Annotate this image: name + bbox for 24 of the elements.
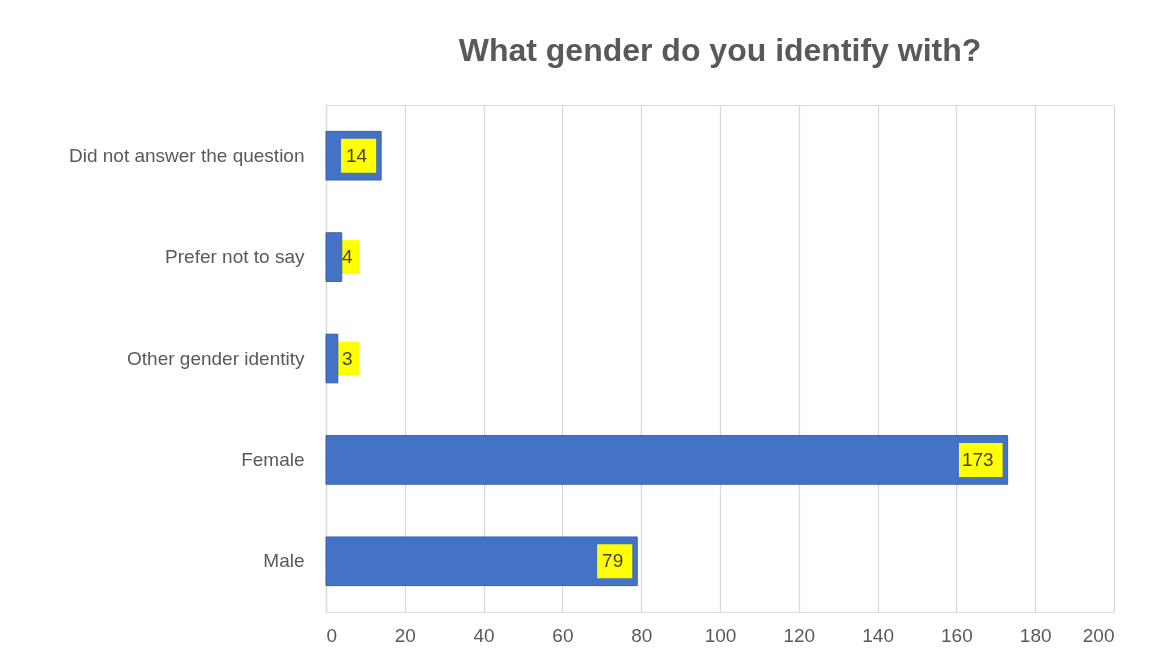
y-tick-label: Prefer not to say	[165, 246, 305, 268]
x-tick-label: 140	[862, 624, 894, 646]
bar	[325, 536, 638, 587]
y-tick-label: Other gender identity	[127, 347, 305, 369]
x-tick-label: 160	[941, 624, 973, 646]
x-tick-label: 200	[1082, 624, 1115, 646]
data-label: 3	[342, 347, 353, 369]
x-tick-label: 0	[326, 624, 338, 646]
data-label: 14	[346, 144, 368, 166]
y-tick-label: Female	[241, 448, 305, 470]
bar	[325, 435, 1009, 485]
y-tick-label: Did not answer the question	[68, 144, 305, 166]
data-label: 4	[342, 246, 353, 268]
chart-title: What gender do you identify with?	[458, 32, 982, 68]
x-tick-label: 100	[704, 624, 737, 646]
x-tick-label: 60	[552, 624, 574, 646]
data-label: 79	[602, 550, 624, 572]
x-tick-label: 40	[473, 624, 495, 646]
x-tick-label: 120	[783, 624, 816, 646]
x-tick-label: 80	[631, 624, 653, 646]
data-label: 173	[961, 448, 994, 470]
y-tick-label: Male	[263, 550, 305, 572]
x-tick-label: 180	[1019, 624, 1052, 646]
x-tick-label: 20	[394, 624, 416, 646]
